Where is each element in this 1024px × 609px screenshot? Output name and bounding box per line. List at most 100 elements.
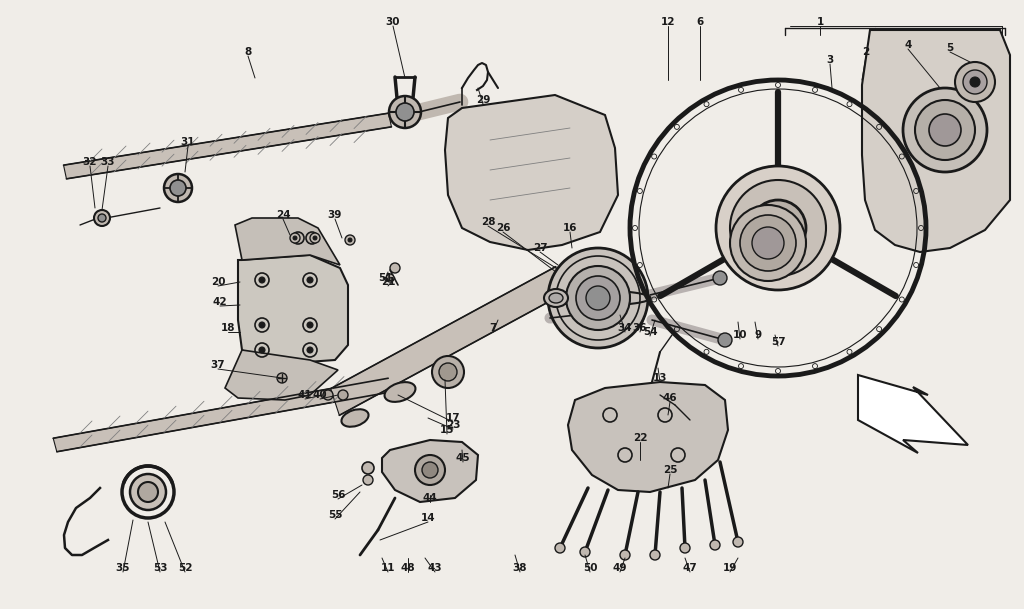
Circle shape	[716, 166, 840, 290]
Text: 43: 43	[428, 563, 442, 573]
Text: 15: 15	[439, 425, 455, 435]
Circle shape	[389, 96, 421, 128]
Circle shape	[307, 347, 313, 353]
Text: 50: 50	[583, 563, 597, 573]
Circle shape	[422, 462, 438, 478]
Text: 56: 56	[331, 490, 345, 500]
Circle shape	[310, 233, 319, 243]
Circle shape	[290, 233, 300, 243]
Circle shape	[760, 210, 796, 246]
Text: 3: 3	[826, 55, 834, 65]
Text: 4: 4	[904, 40, 911, 50]
Text: 42: 42	[213, 297, 227, 307]
Circle shape	[575, 276, 620, 320]
Circle shape	[307, 277, 313, 283]
Circle shape	[98, 214, 106, 222]
Circle shape	[164, 174, 193, 202]
Circle shape	[138, 482, 158, 502]
Text: 54: 54	[643, 327, 657, 337]
Circle shape	[586, 286, 610, 310]
Circle shape	[259, 347, 265, 353]
Polygon shape	[225, 350, 338, 400]
Ellipse shape	[341, 409, 369, 427]
Circle shape	[650, 550, 660, 560]
Text: 34: 34	[617, 323, 632, 333]
Text: 51: 51	[378, 273, 392, 283]
Circle shape	[730, 180, 826, 276]
Circle shape	[362, 462, 374, 474]
Circle shape	[580, 547, 590, 557]
Circle shape	[970, 77, 980, 87]
Text: 38: 38	[513, 563, 527, 573]
Polygon shape	[238, 255, 348, 365]
Text: 8: 8	[245, 47, 252, 57]
Circle shape	[752, 227, 784, 259]
Text: 22: 22	[633, 433, 647, 443]
Polygon shape	[234, 218, 340, 265]
Text: 26: 26	[496, 223, 510, 233]
Circle shape	[396, 103, 414, 121]
Circle shape	[620, 550, 630, 560]
Circle shape	[730, 205, 806, 281]
Polygon shape	[331, 267, 564, 415]
Text: 33: 33	[100, 157, 116, 167]
Polygon shape	[53, 378, 392, 452]
Text: 19: 19	[723, 563, 737, 573]
Circle shape	[963, 70, 987, 94]
Text: 24: 24	[275, 210, 291, 220]
Text: 14: 14	[421, 513, 435, 523]
Text: 20: 20	[211, 277, 225, 287]
Circle shape	[955, 62, 995, 102]
Circle shape	[313, 236, 317, 240]
Circle shape	[929, 114, 961, 146]
Text: 23: 23	[445, 420, 460, 430]
Text: 48: 48	[400, 563, 416, 573]
Circle shape	[415, 455, 445, 485]
Text: 57: 57	[771, 337, 785, 347]
Circle shape	[292, 232, 304, 244]
Text: 46: 46	[663, 393, 677, 403]
Text: 36: 36	[633, 323, 647, 333]
Circle shape	[259, 277, 265, 283]
Text: 32: 32	[83, 157, 97, 167]
Text: 53: 53	[153, 563, 167, 573]
Text: 11: 11	[381, 563, 395, 573]
Text: 28: 28	[480, 217, 496, 227]
Text: 49: 49	[612, 563, 628, 573]
Circle shape	[566, 266, 630, 330]
Polygon shape	[445, 95, 618, 250]
Text: 44: 44	[423, 493, 437, 503]
Circle shape	[130, 474, 166, 510]
Text: 40: 40	[312, 390, 328, 400]
Text: 12: 12	[660, 17, 675, 27]
Circle shape	[750, 200, 806, 256]
Circle shape	[278, 373, 287, 383]
Circle shape	[548, 248, 648, 348]
Circle shape	[386, 274, 394, 282]
Circle shape	[307, 322, 313, 328]
Text: 18: 18	[221, 323, 236, 333]
Circle shape	[390, 263, 400, 273]
Circle shape	[770, 220, 786, 236]
Circle shape	[259, 322, 265, 328]
Circle shape	[680, 543, 690, 553]
Text: 47: 47	[683, 563, 697, 573]
Text: 21: 21	[381, 277, 395, 287]
Polygon shape	[862, 30, 1010, 252]
Text: 30: 30	[386, 17, 400, 27]
Text: 55: 55	[328, 510, 342, 520]
Text: 10: 10	[733, 330, 748, 340]
Circle shape	[338, 390, 348, 400]
Circle shape	[713, 271, 727, 285]
Polygon shape	[382, 440, 478, 502]
Text: 27: 27	[532, 243, 547, 253]
Ellipse shape	[546, 290, 650, 306]
Ellipse shape	[385, 382, 416, 402]
Text: 39: 39	[328, 210, 342, 220]
Text: 45: 45	[456, 453, 470, 463]
Circle shape	[903, 88, 987, 172]
Ellipse shape	[544, 289, 568, 307]
Text: 35: 35	[116, 563, 130, 573]
Text: 7: 7	[489, 323, 497, 333]
Text: 29: 29	[476, 95, 490, 105]
